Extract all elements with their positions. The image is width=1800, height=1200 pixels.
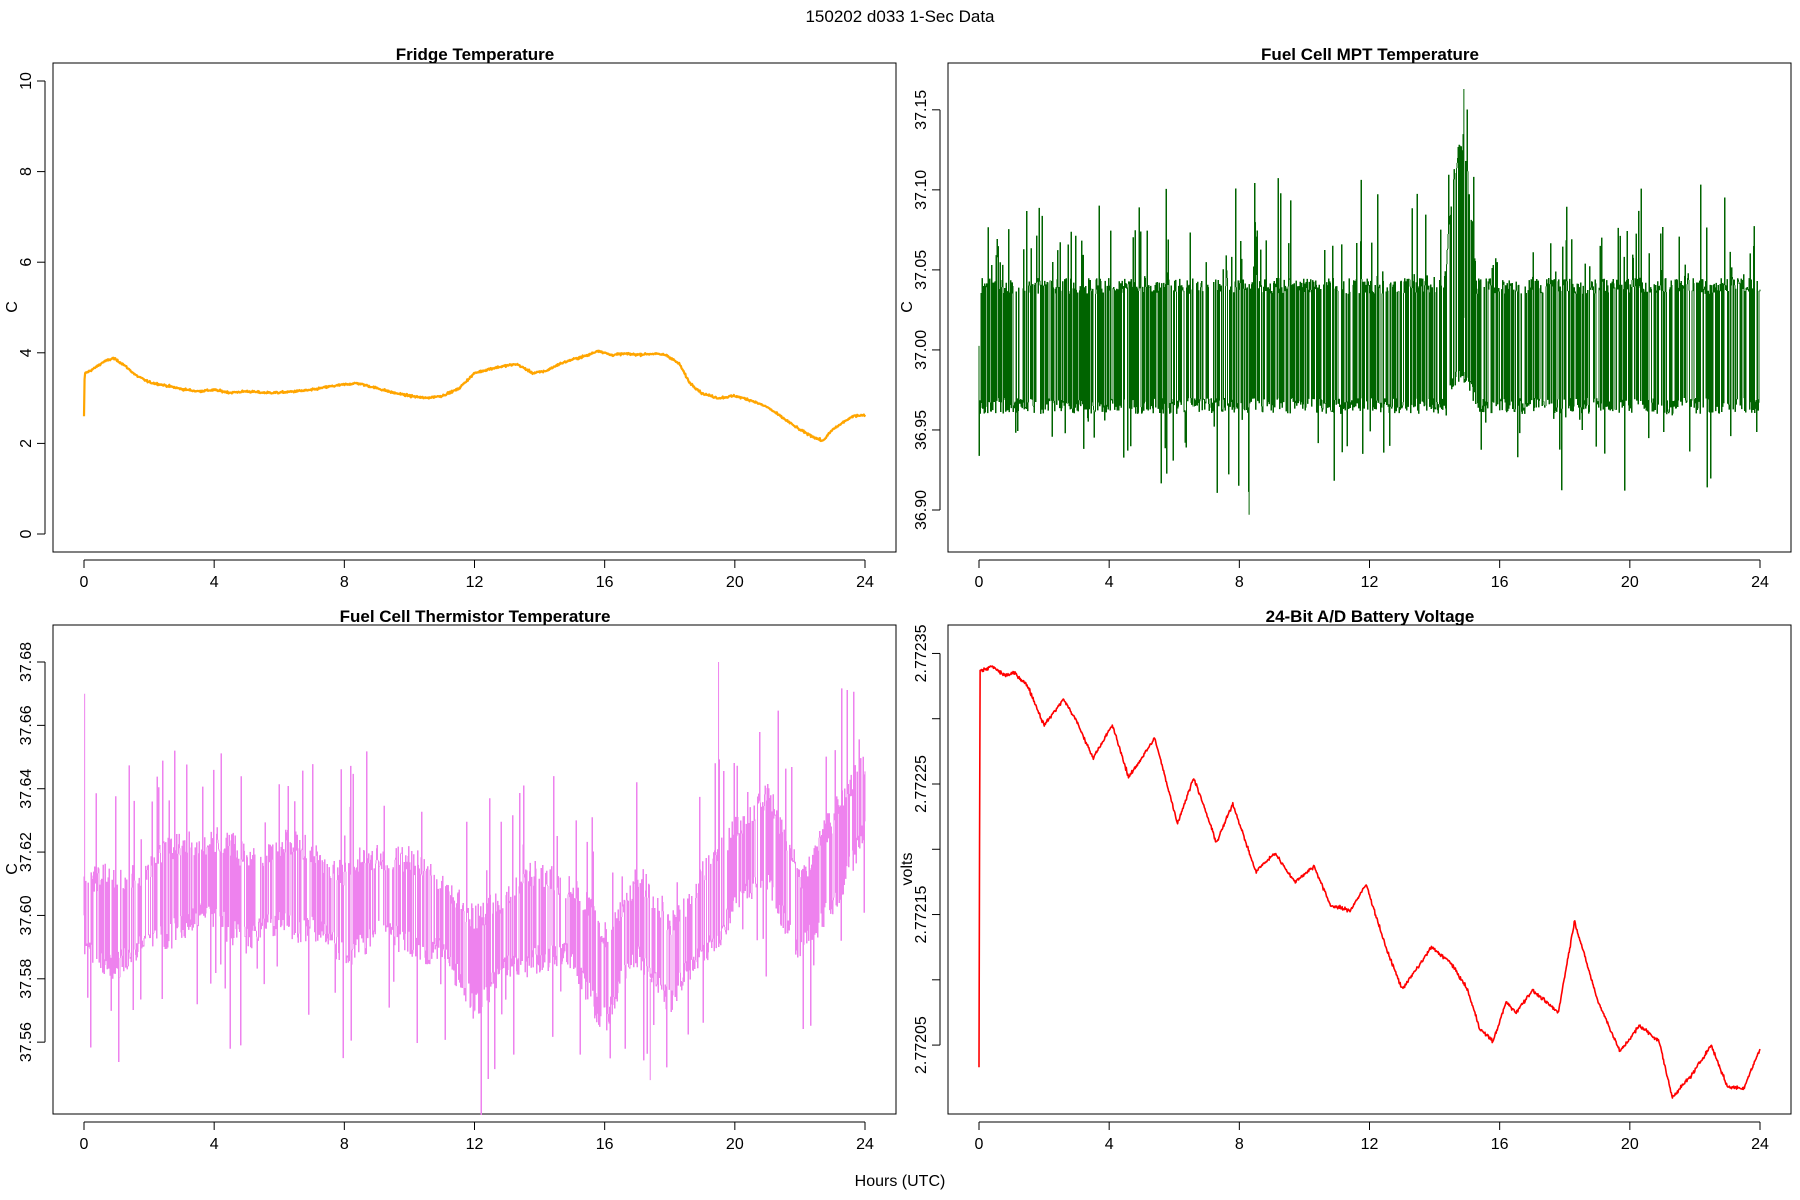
y-axis-label: C: [899, 301, 916, 313]
x-tick-label: 20: [1621, 574, 1639, 591]
plot-frame: [52, 624, 897, 1115]
x-tick-label: 20: [1621, 1136, 1639, 1153]
y-tick-label: 8: [18, 167, 35, 176]
y-tick-label: 37.05: [913, 250, 930, 290]
panel-battery-voltage: 24-Bit A/D Battery Voltage volts 0 4 8 12 16…: [899, 607, 1792, 1153]
x-tick-label: 0: [80, 1136, 89, 1153]
x-tick-label: 4: [210, 574, 219, 591]
y-tick-label: 6: [18, 258, 35, 267]
y-tick-label: 2.77215: [913, 886, 930, 944]
y-tick-label: 37.00: [913, 330, 930, 370]
x-tick-label: 12: [1361, 574, 1379, 591]
panel-title: 24-Bit A/D Battery Voltage: [1266, 607, 1475, 626]
plot-frame: [947, 624, 1792, 1115]
data-series-line: [978, 665, 1761, 1099]
x-tick-label: 24: [1751, 574, 1769, 591]
y-tick-label: 37.56: [18, 1022, 35, 1062]
figure-title: 150202 d033 1-Sec Data: [805, 7, 995, 26]
x-tick-label: 4: [1105, 1136, 1114, 1153]
x-tick-label: 16: [596, 1136, 614, 1153]
x-tick-label: 20: [726, 1136, 744, 1153]
x-tick-label: 4: [210, 1136, 219, 1153]
y-tick-label: 2: [18, 439, 35, 448]
plot-frame: [947, 62, 1792, 553]
data-series-line: [82, 349, 867, 443]
figure-x-axis-label: Hours (UTC): [855, 1173, 946, 1190]
y-tick-label: 4: [18, 348, 35, 357]
panel-fuel-cell-thermistor-temperature: Fuel Cell Thermistor Temperature C 0 4 8 12…: [4, 607, 897, 1153]
y-tick-label: 2.77235: [913, 624, 930, 682]
x-tick-label: 12: [1361, 1136, 1379, 1153]
x-tick-label: 8: [1235, 574, 1244, 591]
x-tick-label: 8: [1235, 1136, 1244, 1153]
y-tick-label: 37.10: [913, 170, 930, 210]
y-axis-label: volts: [899, 853, 916, 886]
y-tick-label: 37.66: [18, 705, 35, 745]
y-axis-label: C: [4, 301, 21, 313]
y-tick-label: 2.77205: [913, 1016, 930, 1074]
panel-title: Fuel Cell MPT Temperature: [1261, 45, 1479, 64]
y-tick-label: 37.62: [18, 832, 35, 872]
y-tick-label: 37.64: [18, 769, 35, 809]
y-tick-label: 37.68: [18, 642, 35, 682]
x-tick-label: 16: [596, 574, 614, 591]
x-tick-label: 16: [1491, 1136, 1509, 1153]
x-tick-label: 8: [340, 1136, 349, 1153]
x-tick-label: 4: [1105, 574, 1114, 591]
y-tick-label: 36.90: [913, 490, 930, 530]
plot-frame: [52, 62, 897, 553]
y-tick-label: 37.15: [913, 90, 930, 130]
panel-title: Fuel Cell Thermistor Temperature: [340, 607, 611, 626]
panel-title: Fridge Temperature: [396, 45, 554, 64]
x-tick-label: 20: [726, 574, 744, 591]
x-tick-label: 12: [466, 1136, 484, 1153]
y-tick-label: 37.58: [18, 959, 35, 999]
x-tick-label: 24: [1751, 1136, 1769, 1153]
x-tick-label: 8: [340, 574, 349, 591]
panel-fuel-cell-mpt-temperature: Fuel Cell MPT Temperature C 0 4 8 12 16 20 24 3…: [899, 45, 1792, 591]
y-tick-label: 10: [18, 72, 35, 90]
y-axis-label: C: [4, 863, 21, 875]
y-tick-label: 37.60: [18, 895, 35, 935]
data-series-line: [978, 89, 1761, 515]
y-tick-label: 36.95: [913, 410, 930, 450]
x-tick-label: 0: [975, 574, 984, 591]
x-tick-label: 0: [975, 1136, 984, 1153]
x-tick-label: 24: [856, 1136, 874, 1153]
y-tick-label: 0: [18, 529, 35, 538]
x-tick-label: 24: [856, 574, 874, 591]
y-tick-label: 2.77225: [913, 755, 930, 813]
x-tick-label: 16: [1491, 574, 1509, 591]
data-series-line: [83, 662, 866, 1115]
x-tick-label: 12: [466, 574, 484, 591]
x-tick-label: 0: [80, 574, 89, 591]
